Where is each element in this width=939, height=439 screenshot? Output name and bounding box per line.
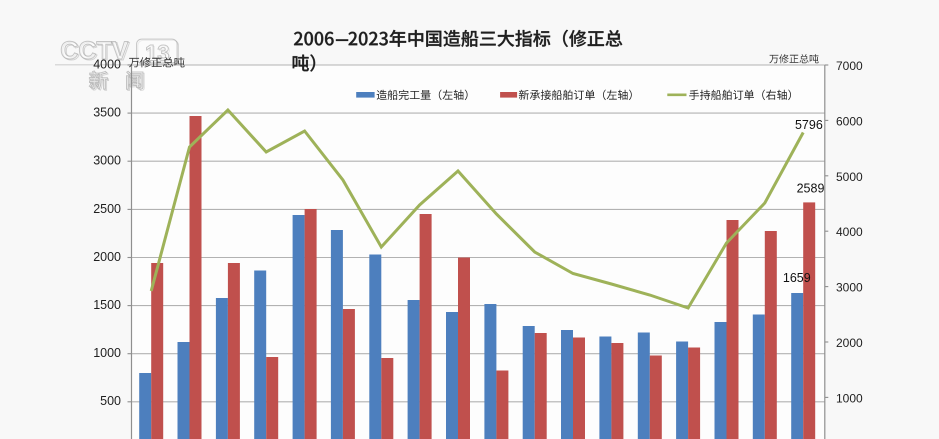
svg-text:3000: 3000 xyxy=(836,281,863,295)
svg-text:3000: 3000 xyxy=(93,154,121,168)
svg-text:1000: 1000 xyxy=(93,346,121,360)
svg-text:1500: 1500 xyxy=(93,298,121,312)
svg-text:CCTV: CCTV xyxy=(60,37,128,65)
svg-text:500: 500 xyxy=(100,394,121,408)
svg-text:2000: 2000 xyxy=(836,336,863,350)
svg-text:3500: 3500 xyxy=(93,106,121,120)
svg-text:2500: 2500 xyxy=(93,202,121,216)
svg-text:4000: 4000 xyxy=(836,225,863,239)
svg-text:1659: 1659 xyxy=(783,271,811,285)
svg-text:6000: 6000 xyxy=(836,114,863,128)
svg-text:5000: 5000 xyxy=(836,170,863,184)
svg-text:7000: 7000 xyxy=(836,59,863,73)
svg-text:5796: 5796 xyxy=(795,118,823,132)
svg-text:2589: 2589 xyxy=(797,182,825,196)
svg-text:4000: 4000 xyxy=(93,57,121,71)
svg-text:1000: 1000 xyxy=(836,391,863,405)
svg-text:13: 13 xyxy=(146,42,170,67)
svg-text:CCTV: CCTV xyxy=(62,38,130,66)
svg-text:2000: 2000 xyxy=(93,250,121,264)
